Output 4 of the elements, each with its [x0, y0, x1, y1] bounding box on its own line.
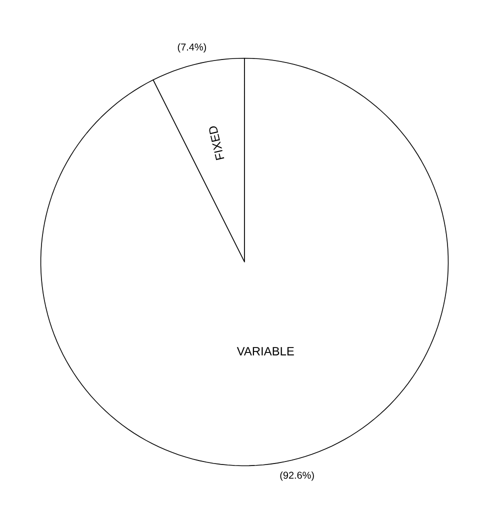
data-label: (92.6%) — [280, 471, 314, 481]
data-label: (7.4%) — [178, 43, 206, 53]
slice-label: VARIABLE — [236, 347, 294, 356]
slice-label: FIXED — [209, 126, 224, 160]
